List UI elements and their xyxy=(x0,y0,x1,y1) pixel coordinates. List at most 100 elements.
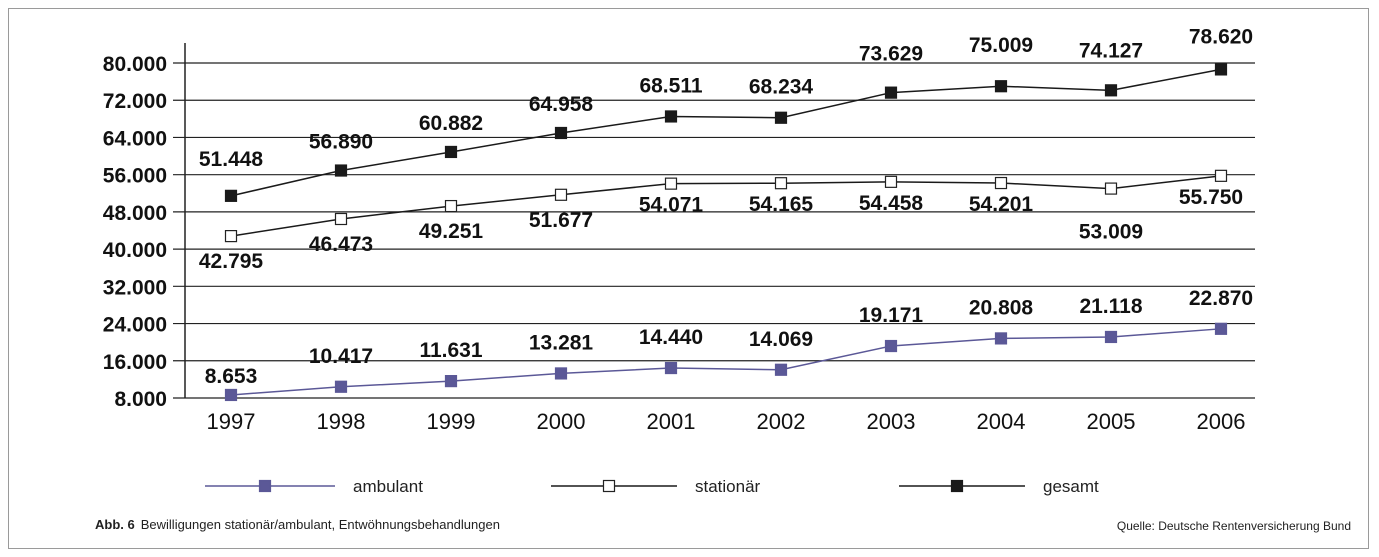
data-label: 13.281 xyxy=(529,331,594,354)
data-point xyxy=(224,230,238,243)
data-point xyxy=(1214,169,1228,182)
data-point xyxy=(554,188,568,201)
source-note: Quelle: Deutsche Rentenversicherung Bund xyxy=(1116,519,1351,533)
y-tick-label: 8.000 xyxy=(114,388,167,411)
x-tick-label: 2003 xyxy=(867,409,916,434)
data-label: 22.870 xyxy=(1189,287,1253,310)
data-point xyxy=(334,380,348,393)
data-point xyxy=(664,177,678,190)
data-label: 21.118 xyxy=(1079,295,1142,318)
y-tick-label: 64.000 xyxy=(103,127,167,150)
data-label: 54.071 xyxy=(639,194,704,217)
data-label: 64.958 xyxy=(529,93,594,116)
data-label: 74.127 xyxy=(1079,39,1143,62)
data-labels: 8.653 10.417 11.631 13.281 14.440 14.069 19.17… xyxy=(199,25,1253,388)
data-label: 51.448 xyxy=(199,148,264,171)
data-label: 11.631 xyxy=(419,339,482,362)
data-label: 8.653 xyxy=(205,365,258,388)
data-label: 68.234 xyxy=(749,76,814,99)
legend-label: stationär xyxy=(695,477,761,496)
data-point xyxy=(994,80,1008,93)
data-point xyxy=(1104,84,1118,97)
legend: ambulant stationär gesamt xyxy=(205,477,1099,496)
data-point xyxy=(224,189,238,202)
data-label: 75.009 xyxy=(969,34,1033,57)
caption-label: Abb. 6 xyxy=(95,517,135,532)
data-label: 51.677 xyxy=(529,209,593,232)
data-label: 14.069 xyxy=(749,328,813,351)
data-label: 53.009 xyxy=(1079,221,1143,244)
x-axis-tick-labels: 1997 1998 1999 2000 2001 2002 2003 2004 2005 2006 xyxy=(207,409,1246,434)
data-label: 73.629 xyxy=(859,43,923,66)
series-line-gesamt xyxy=(230,68,1222,197)
y-tick-label: 40.000 xyxy=(103,239,167,262)
y-tick-label: 24.000 xyxy=(103,314,167,337)
data-point xyxy=(1104,330,1118,344)
figure-frame: 80.000 72.000 64.000 56.000 48.000 40.000 32.0… xyxy=(8,8,1369,549)
data-label: 49.251 xyxy=(419,220,484,243)
data-point xyxy=(224,388,238,402)
data-label: 54.458 xyxy=(859,192,924,215)
data-label: 46.473 xyxy=(309,233,373,256)
y-axis-tick-labels: 80.000 72.000 64.000 56.000 48.000 40.000 32.0… xyxy=(103,53,167,411)
data-label: 54.165 xyxy=(749,193,814,216)
line-chart: 80.000 72.000 64.000 56.000 48.000 40.000 32.0… xyxy=(103,25,1255,496)
data-point xyxy=(554,367,568,380)
data-point xyxy=(884,175,898,188)
data-point xyxy=(1104,182,1118,195)
caption-text: Bewilligungen stationär/ambulant, Entwöh… xyxy=(140,517,500,532)
series-line-stationär xyxy=(230,175,1222,237)
data-point xyxy=(884,339,898,353)
legend-marker xyxy=(258,479,272,493)
x-tick-label: 2005 xyxy=(1087,409,1136,434)
data-label: 56.890 xyxy=(309,131,373,154)
data-label: 78.620 xyxy=(1189,25,1253,48)
x-tick-label: 2006 xyxy=(1197,409,1246,434)
data-point xyxy=(554,126,568,140)
x-tick-label: 2000 xyxy=(537,409,586,434)
legend-label: gesamt xyxy=(1043,477,1099,496)
x-tick-label: 2001 xyxy=(647,409,696,434)
legend-item-ambulant: ambulant xyxy=(205,477,423,496)
x-tick-label: 1998 xyxy=(317,409,366,434)
data-label: 54.201 xyxy=(969,193,1034,216)
x-tick-label: 2002 xyxy=(757,409,806,434)
legend-label: ambulant xyxy=(353,477,423,496)
data-point xyxy=(1214,63,1228,76)
data-label: 19.171 xyxy=(859,304,924,327)
data-label: 60.882 xyxy=(419,112,483,135)
data-series xyxy=(224,63,1228,402)
data-label: 55.750 xyxy=(1179,186,1243,209)
x-tick-label: 1999 xyxy=(427,409,476,434)
data-point xyxy=(884,86,898,99)
data-point xyxy=(444,145,458,159)
data-point xyxy=(994,332,1008,345)
data-point xyxy=(1214,322,1228,335)
data-point xyxy=(444,199,458,213)
data-label: 10.417 xyxy=(309,345,373,368)
legend-marker xyxy=(950,479,964,493)
data-point xyxy=(664,361,678,375)
data-point xyxy=(774,363,788,376)
x-tick-label: 2004 xyxy=(977,409,1026,434)
y-tick-label: 32.000 xyxy=(103,276,167,299)
data-point xyxy=(444,375,458,388)
data-point xyxy=(334,212,348,226)
y-tick-label: 48.000 xyxy=(103,202,167,225)
grid-lines xyxy=(173,43,1255,399)
data-label: 20.808 xyxy=(969,296,1034,319)
y-tick-label: 16.000 xyxy=(103,351,167,374)
data-point xyxy=(774,111,788,124)
data-point xyxy=(774,177,788,190)
legend-marker xyxy=(602,479,616,493)
data-label: 68.511 xyxy=(639,74,702,97)
data-point xyxy=(994,176,1008,190)
figure-caption: Abb. 6 Bewilligungen stationär/ambulant, … xyxy=(95,517,500,532)
x-tick-label: 1997 xyxy=(207,409,256,434)
data-label: 14.440 xyxy=(639,326,703,349)
legend-item-stationär: stationär xyxy=(551,477,761,496)
data-label: 42.795 xyxy=(199,250,264,273)
legend-item-gesamt: gesamt xyxy=(899,477,1099,496)
data-point xyxy=(664,110,678,123)
series-line-ambulant xyxy=(230,328,1222,396)
